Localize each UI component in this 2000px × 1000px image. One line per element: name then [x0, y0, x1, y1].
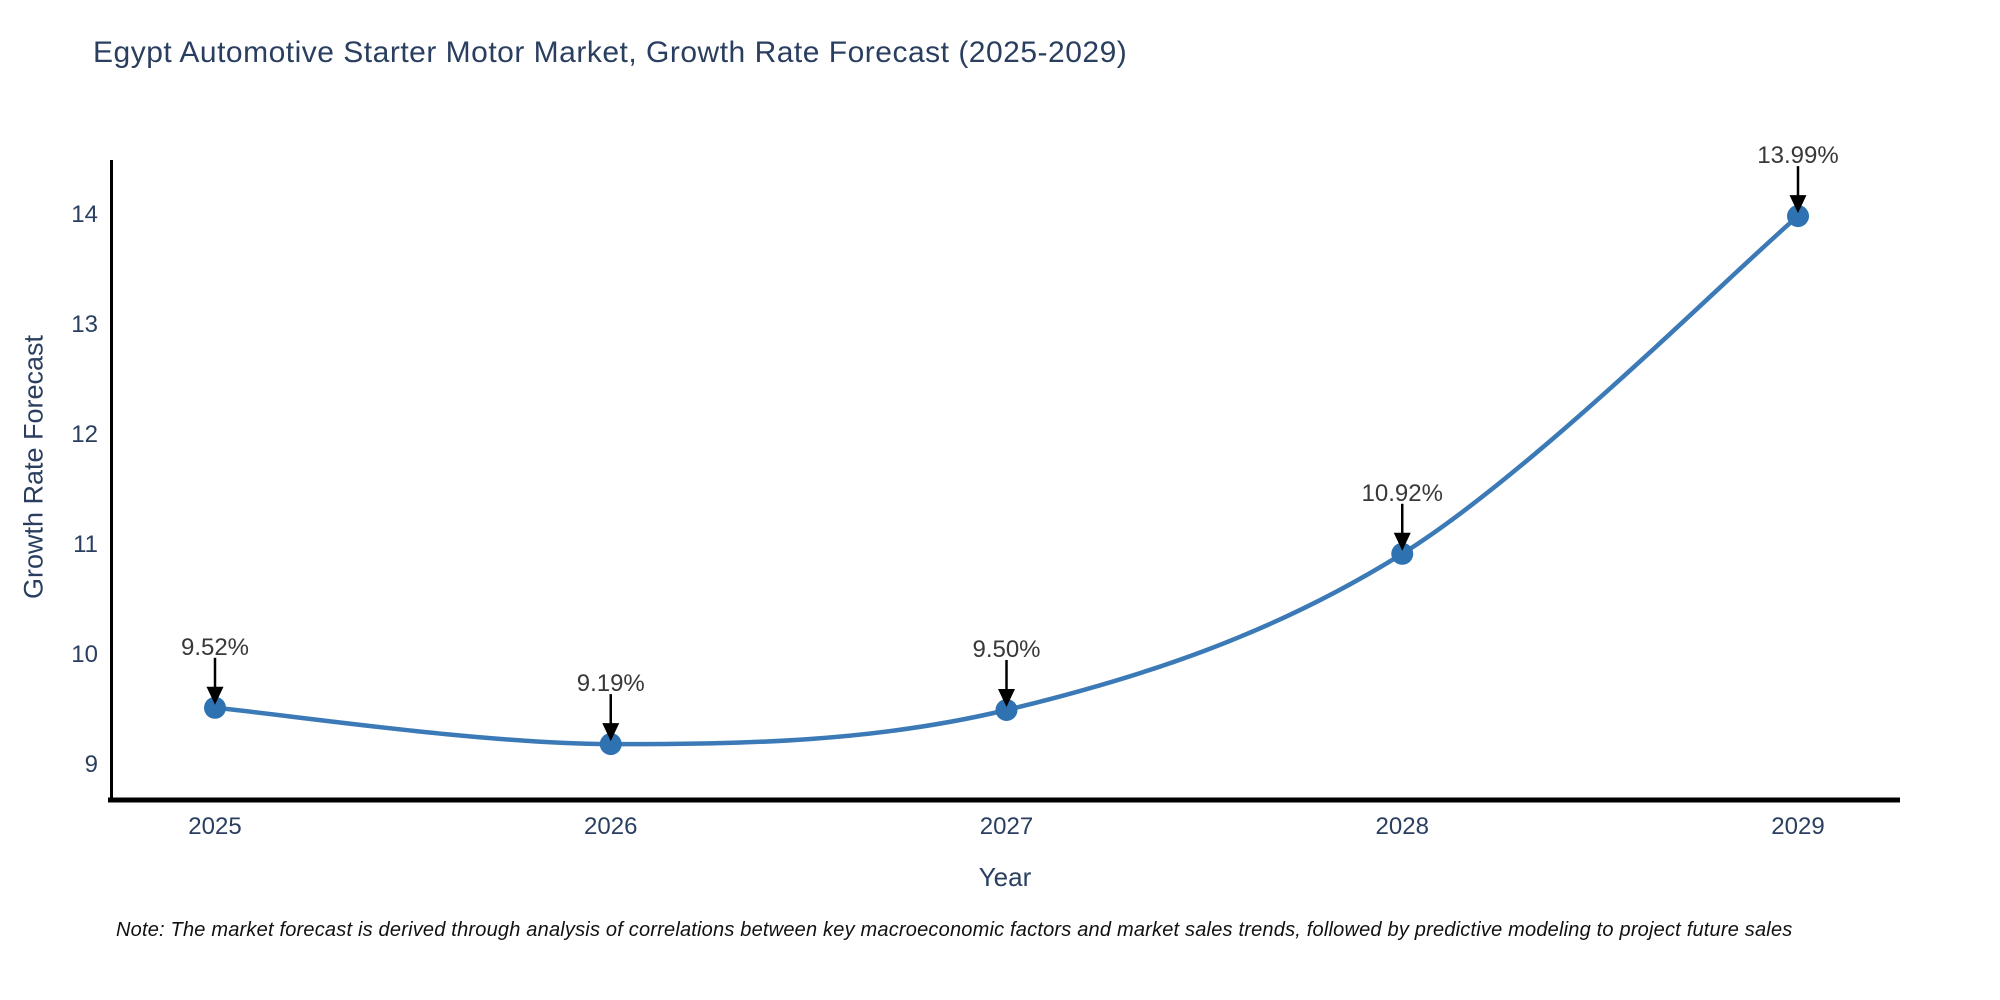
x-tick-label: 2026 — [584, 813, 638, 840]
data-point-label: 13.99% — [1757, 142, 1839, 170]
data-point-marker[interactable] — [599, 733, 622, 756]
annotation-arrowhead — [1789, 195, 1807, 214]
chart-title: Egypt Automotive Starter Motor Market, G… — [93, 36, 1128, 69]
x-tick-label: 2025 — [188, 813, 242, 840]
data-point-marker[interactable] — [995, 699, 1018, 721]
y-tick-label: 10 — [71, 641, 98, 668]
data-point-label: 9.19% — [576, 670, 645, 698]
annotation-arrowhead — [602, 723, 620, 742]
footnote: Note: The market forecast is derived thr… — [116, 919, 1793, 941]
annotation-arrowhead — [1393, 532, 1411, 551]
annotation-arrowhead — [206, 686, 224, 705]
y-tick-label: 11 — [73, 531, 98, 558]
y-tick-label: 12 — [71, 421, 98, 448]
data-point-label: 10.92% — [1361, 479, 1443, 507]
x-tick-label: 2029 — [1771, 813, 1825, 840]
x-axis-title: Year — [978, 862, 1032, 892]
data-point-marker[interactable] — [1787, 205, 1809, 228]
y-axis-title: Growth Rate Forecast — [18, 334, 49, 600]
data-point-label: 9.50% — [972, 636, 1041, 663]
data-point-label: 9.52% — [180, 633, 250, 661]
x-tick-label: 2027 — [979, 813, 1034, 840]
forecast-line — [214, 214, 1800, 747]
data-point-marker[interactable] — [204, 696, 226, 719]
y-tick-label: 9 — [84, 751, 98, 778]
y-tick-label: 13 — [71, 311, 98, 338]
y-tick-label: 14 — [71, 201, 98, 228]
data-point-marker[interactable] — [1391, 542, 1414, 565]
annotation-arrowhead — [998, 689, 1015, 707]
x-tick-label: 2028 — [1375, 813, 1429, 840]
